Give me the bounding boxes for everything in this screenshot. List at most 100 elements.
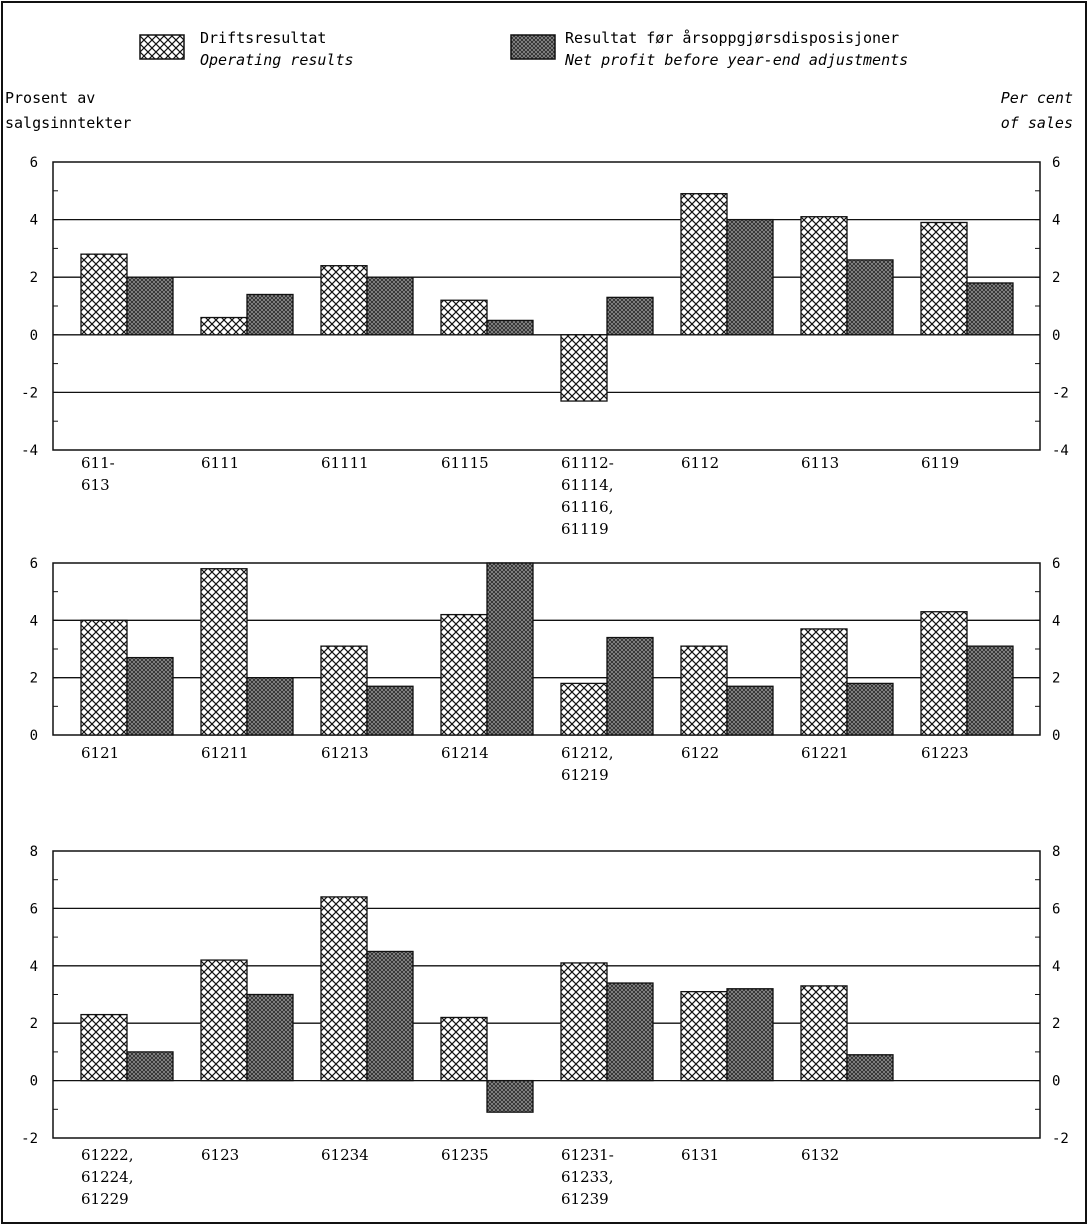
bar-net-profit [126,1051,174,1082]
bar-operating [440,613,488,736]
y-tick-label-left: 0 [30,728,38,744]
bar-net-profit [846,682,894,736]
y-tick-label-left: -2 [21,1131,38,1147]
y-tick-label-left: 8 [30,844,38,860]
category-label: 61223 [921,744,969,762]
category-label: 6132 [801,1146,839,1164]
category-label: 61115 [441,454,489,472]
bar-operating [80,1013,128,1082]
bar-operating [320,265,368,336]
legend-sublabel-net-profit: Net profit before year-end adjustments [564,51,908,69]
bar-operating [320,645,368,736]
bar-operating [920,611,968,736]
ylabel-left-line-2: salgsinntekter [5,114,131,132]
bar-net-profit [606,982,654,1082]
bar-net-profit [726,988,774,1082]
y-tick-label-left: 6 [30,901,38,917]
bar-operating [440,299,488,336]
category-label: 61111 [321,454,369,472]
category-label: 61211 [201,744,249,762]
category-label: 61212, 61219 [561,744,614,784]
bar-operating [800,216,848,336]
legend-label-net-profit: Resultat før årsoppgjørsdisposisjoner [565,29,899,47]
bar-operating [560,962,608,1082]
legend-swatch-operating [139,34,185,60]
y-tick-label-right: 2 [1052,270,1060,286]
category-label: 61213 [321,744,369,762]
y-tick-label-left: 0 [30,1074,38,1090]
bar-net-profit [366,950,414,1082]
bar-net-profit [726,218,774,336]
bar-operating [560,334,608,402]
y-tick-label-right: 6 [1052,556,1060,572]
bar-operating [800,985,848,1082]
bar-operating [560,682,608,736]
ylabel-right-line-2: of sales [1001,114,1073,132]
bar-operating [440,1016,488,1082]
legend: Driftsresultat Operating results Resulta… [139,29,908,69]
bar-net-profit [246,993,294,1082]
category-label: 6119 [921,454,959,472]
y-tick-label-right: -4 [1052,443,1069,459]
bar-net-profit [486,562,534,736]
category-label: 61234 [321,1146,369,1164]
category-label: 6121 [81,744,119,762]
y-tick-label-right: 0 [1052,728,1060,744]
category-label: 611-613 [81,454,115,494]
category-label: 61222, 61224, 61229 [81,1146,134,1208]
y-tick-label-right: -2 [1052,1131,1069,1147]
category-label: 6131 [681,1146,719,1164]
y-tick-label-left: 2 [30,671,38,687]
y-tick-label-left: 4 [30,213,38,229]
category-label: 61214 [441,744,489,762]
category-label: 61112-61114, 61116, 61119 [561,454,614,538]
y-tick-label-right: 0 [1052,328,1060,344]
y-tick-label-left: 2 [30,270,38,286]
chart-panel-1: -4 -4 -2 -2 0 0 2 2 4 4 6 6 611-613 6111 61111 61115 611… [21,155,1069,538]
y-tick-label-right: 4 [1052,959,1060,975]
y-tick-label-right: 6 [1052,155,1060,171]
chart-panel-2: 0 0 2 2 4 4 6 6 6121 61211 61213 61214 61212, 61219 61… [30,556,1061,784]
bar-operating [680,193,728,336]
bar-net-profit [606,296,654,336]
bar-net-profit [726,685,774,736]
y-tick-label-left: 4 [30,613,38,629]
bar-net-profit [606,636,654,736]
ylabel-left-line-1: Prosent av [5,89,95,107]
legend-label-operating: Driftsresultat [200,29,326,47]
bar-operating [680,645,728,736]
y-tick-label-right: 4 [1052,613,1060,629]
bar-operating [680,990,728,1082]
y-tick-label-right: -2 [1052,385,1069,401]
category-label: 61221 [801,744,849,762]
y-tick-label-left: -2 [21,385,38,401]
bar-operating [320,896,368,1082]
y-tick-label-right: 6 [1052,901,1060,917]
y-tick-label-left: 0 [30,328,38,344]
bar-net-profit [246,677,294,736]
y-tick-label-right: 2 [1052,1016,1060,1032]
category-label: 61231-61233, 61239 [561,1146,614,1208]
ylabel-right-line-1: Per cent [1001,89,1073,107]
y-tick-label-right: 8 [1052,844,1060,860]
bar-operating [920,221,968,336]
y-tick-label-right: 2 [1052,671,1060,687]
bar-net-profit [846,259,894,336]
category-label: 6111 [201,454,239,472]
legend-sublabel-operating: Operating results [200,51,354,69]
bar-net-profit [486,1079,534,1113]
y-tick-label-right: 4 [1052,213,1060,229]
legend-swatch-net-profit [510,34,556,60]
bar-net-profit [126,276,174,336]
category-label: 6123 [201,1146,239,1164]
bar-net-profit [366,685,414,736]
y-tick-label-left: 6 [30,155,38,171]
y-tick-label-left: -4 [21,443,38,459]
bar-net-profit [366,276,414,336]
category-label: 6122 [681,744,719,762]
y-tick-label-right: 0 [1052,1074,1060,1090]
category-label: 6113 [801,454,839,472]
bar-operating [800,628,848,736]
